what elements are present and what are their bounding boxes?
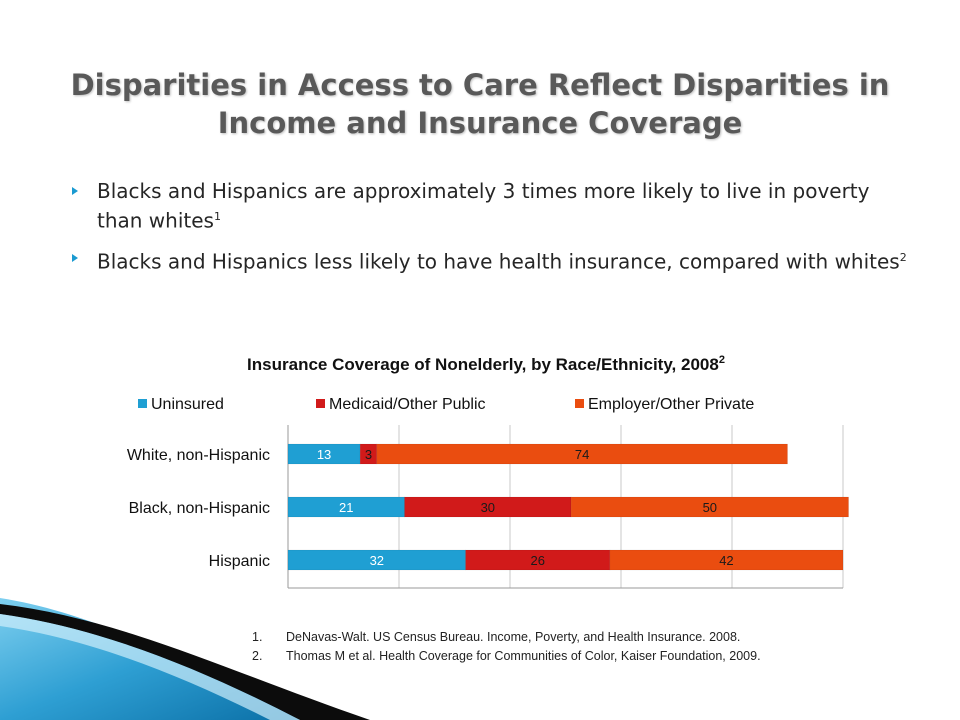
legend-label: Medicaid/Other Public	[329, 396, 486, 413]
data-label: 32	[370, 553, 384, 568]
data-label: 3	[365, 447, 372, 462]
chart-title: Insurance Coverage of Nonelderly, by Rac…	[247, 354, 725, 374]
data-label: 21	[339, 500, 353, 515]
chart-title-footnote: 2	[719, 354, 725, 366]
swoosh-black-shape	[0, 604, 370, 720]
bullet-text: Blacks and Hispanics are approximately 3…	[97, 179, 870, 233]
bullet-text: Blacks and Hispanics less likely to have…	[97, 249, 900, 274]
reference-number: 2.	[252, 649, 263, 663]
reference-text: DeNavas-Walt. US Census Bureau. Income, …	[286, 630, 741, 644]
reference-number: 1.	[252, 630, 263, 644]
bar-segment	[376, 443, 788, 465]
bullet-arrow-icon	[72, 187, 78, 195]
bullet-footnote: 1	[213, 210, 221, 223]
bar-segment	[609, 549, 844, 571]
data-label: 50	[703, 500, 717, 515]
reference-list: 1. DeNavas-Walt. US Census Bureau. Income…	[252, 628, 761, 666]
data-label: 30	[481, 500, 495, 515]
reference-item: 2. Thomas M et al. Health Coverage for Co…	[252, 647, 761, 666]
bullet-arrow-icon	[72, 253, 78, 262]
legend-label: Employer/Other Private	[588, 396, 754, 413]
chart-title-text: Insurance Coverage of Nonelderly, by Rac…	[247, 355, 719, 374]
bar-segment	[570, 496, 849, 518]
data-label: 74	[575, 447, 589, 462]
bullet-item: Blacks and Hispanics less likely to have…	[70, 245, 910, 275]
bullet-footnote: 2	[899, 250, 907, 264]
legend-swatch	[575, 399, 584, 408]
bullet-list: Blacks and Hispanics are approximately 3…	[70, 178, 910, 285]
category-label: Black, non-Hispanic	[129, 500, 270, 517]
bullet-item: Blacks and Hispanics are approximately 3…	[70, 178, 910, 234]
data-label: 13	[317, 447, 331, 462]
swoosh-highlight-shape	[0, 614, 300, 720]
data-label: 26	[531, 553, 545, 568]
reference-item: 1. DeNavas-Walt. US Census Bureau. Income…	[252, 628, 761, 647]
data-label: 42	[719, 553, 733, 568]
legend-label: Uninsured	[151, 396, 224, 413]
legend-swatch	[138, 399, 147, 408]
reference-text: Thomas M et al. Health Coverage for Comm…	[286, 649, 761, 663]
legend-swatch	[316, 399, 325, 408]
slide-title: Disparities in Access to Care Reflect Di…	[70, 68, 890, 140]
category-label: White, non-Hispanic	[127, 447, 270, 464]
category-label: Hispanic	[209, 553, 270, 570]
